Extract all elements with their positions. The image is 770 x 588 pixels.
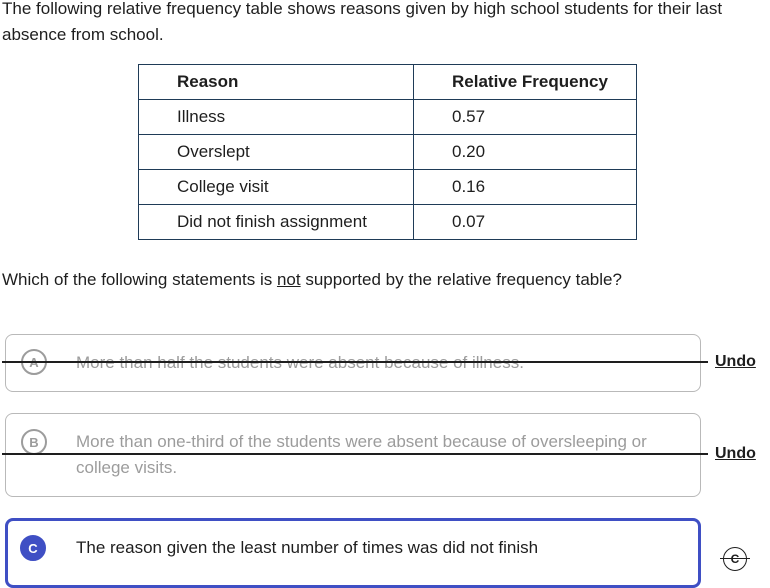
frequency-cell: 0.07 [413,204,637,240]
frequency-cell: 0.16 [413,169,637,205]
reason-cell: Overslept [138,134,414,170]
eliminate-choice-c-toggle[interactable]: C [720,547,750,571]
strikethrough-line-b [2,453,708,455]
choice-text-a: More than half the students were absent … [76,353,524,372]
choice-text-b: More than one-third of the students were… [76,432,647,477]
undo-eliminate-b-button[interactable]: Undo [715,445,756,462]
frequency-cell: 0.20 [413,134,637,170]
answer-choice-a[interactable]: A More than half the students were absen… [5,334,701,392]
reason-cell: Did not finish assignment [138,204,414,240]
table-row: Did not finish assignment 0.07 [138,204,637,240]
choice-letter-c: C [20,535,46,561]
table-header-row: Reason Relative Frequency [138,64,637,100]
question-emphasis: not [276,270,301,289]
eliminate-toggle-letter: C [730,552,740,566]
column-header-reason: Reason [138,64,414,100]
strikethrough-line-a [2,361,708,363]
reason-cell: Illness [138,99,414,135]
table-row: Overslept 0.20 [138,134,637,170]
choice-text-c: The reason given the least number of tim… [76,538,539,557]
question-text-before: Which of the following statements is [2,270,277,289]
question-stem: Which of the following statements is not… [2,270,622,290]
question-prompt: The following relative frequency table s… [2,0,723,44]
question-text-after: supported by the relative frequency tabl… [300,270,622,289]
answer-choice-b[interactable]: B More than one-third of the students we… [5,413,701,497]
choice-letter-b: B [21,429,47,455]
table-row: College visit 0.16 [138,169,637,205]
column-header-relative-frequency: Relative Frequency [413,64,637,100]
table-row: Illness 0.57 [138,99,637,135]
undo-eliminate-a-button[interactable]: Undo [715,353,756,370]
reason-cell: College visit [138,169,414,205]
relative-frequency-table: Reason Relative Frequency Illness 0.57 O… [138,64,637,240]
answer-choice-c[interactable]: C The reason given the least number of t… [5,518,701,588]
frequency-cell: 0.57 [413,99,637,135]
strike-icon [720,558,750,559]
